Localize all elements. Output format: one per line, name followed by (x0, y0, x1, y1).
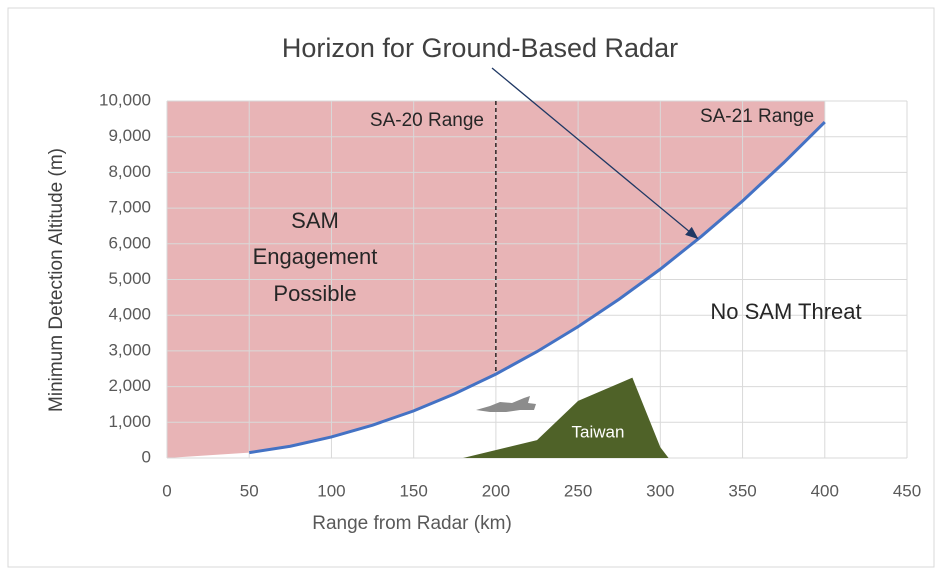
y-tick-label: 10,000 (99, 90, 151, 109)
terrain-label: Taiwan (572, 422, 625, 441)
engagement-label: SAM (291, 208, 339, 233)
x-tick-label: 350 (728, 481, 756, 500)
y-tick-label: 3,000 (108, 340, 151, 359)
x-tick-label: 50 (240, 481, 259, 500)
x-axis-title: Range from Radar (km) (312, 513, 512, 534)
engagement-label: Possible (273, 281, 356, 306)
y-tick-label: 6,000 (108, 233, 151, 252)
no-threat-label: No SAM Threat (710, 299, 861, 324)
y-tick-label: 0 (142, 447, 151, 466)
y-tick-label: 7,000 (108, 198, 151, 217)
x-tick-label: 200 (482, 481, 510, 500)
chart: 0 1,000 2,000 3,000 4,000 5,000 6,000 7,000 8,00… (0, 0, 942, 575)
page: {"chart_data": { "type": "line", "title"… (0, 0, 942, 575)
x-tick-label: 100 (317, 481, 345, 500)
sa20-label: SA-20 Range (370, 110, 484, 131)
engagement-label: Engagement (253, 244, 378, 269)
sa21-label: SA-21 Range (700, 106, 814, 127)
x-tick-label: 150 (399, 481, 427, 500)
y-tick-label: 1,000 (108, 412, 151, 431)
chart-title: Horizon for Ground-Based Radar (282, 33, 678, 63)
y-tick-label: 4,000 (108, 305, 151, 324)
y-axis-title: Minimum Detection Altitude (m) (46, 148, 67, 412)
y-tick-label: 5,000 (108, 269, 151, 288)
y-tick-label: 2,000 (108, 376, 151, 395)
x-tick-label: 400 (811, 481, 839, 500)
x-tick-label: 300 (646, 481, 674, 500)
x-tick-label: 0 (162, 481, 171, 500)
x-tick-label: 450 (893, 481, 921, 500)
y-tick-label: 8,000 (108, 162, 151, 181)
x-tick-label: 250 (564, 481, 592, 500)
y-tick-label: 9,000 (108, 126, 151, 145)
